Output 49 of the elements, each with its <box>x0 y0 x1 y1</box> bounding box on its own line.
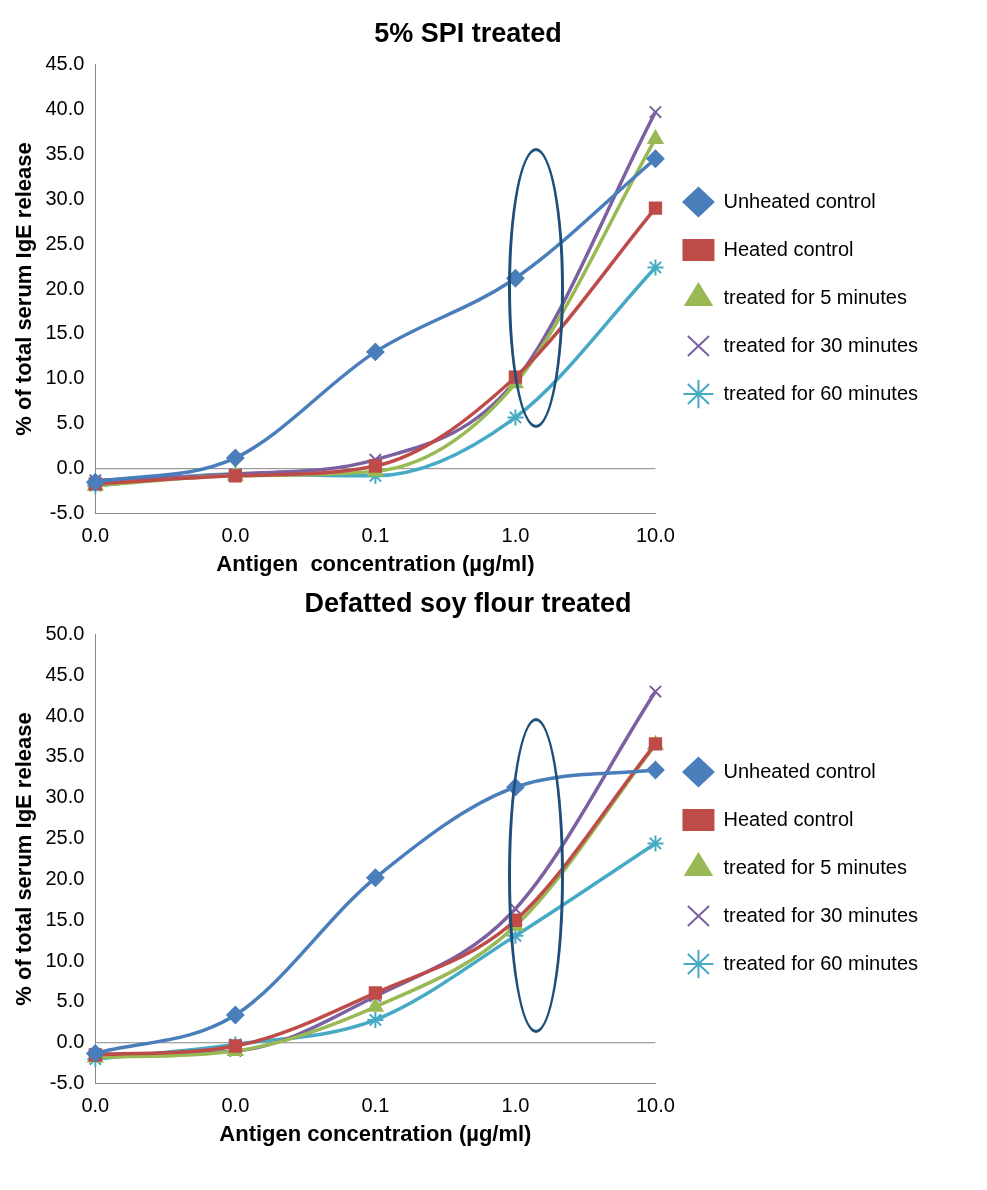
legend-label: treated for 5 minutes <box>723 285 907 308</box>
x-tick-label: 10.0 <box>635 524 675 547</box>
legend-label: treated for 60 minutes <box>723 951 919 974</box>
y-tick-label: 35.0 <box>45 141 85 164</box>
x-tick-label: 1.0 <box>501 1094 530 1117</box>
y-tick-label: 45.0 <box>45 51 85 74</box>
y-tick-label: 30.0 <box>45 785 85 808</box>
y-tick-label: 20.0 <box>45 866 85 889</box>
y-tick-label: 5.0 <box>56 411 85 434</box>
x-tick-label: 1.0 <box>501 524 530 547</box>
y-tick-label: 15.0 <box>45 907 85 930</box>
y-tick-label: 10.0 <box>45 366 85 389</box>
y-tick-label: 35.0 <box>45 744 85 767</box>
x-tick-label: 0.0 <box>221 1094 250 1117</box>
y-tick-label: 20.0 <box>45 276 85 299</box>
x-tick-label: 0.0 <box>221 524 250 547</box>
y-tick-label: 40.0 <box>45 703 85 726</box>
y-tick-label: 50.0 <box>45 621 85 644</box>
legend-label: Unheated control <box>723 189 876 212</box>
y-tick-label: 30.0 <box>45 186 85 209</box>
x-axis-title: Antigen concentration (µg/ml) <box>216 550 535 576</box>
legend-label: Unheated control <box>723 759 876 782</box>
y-tick-label: 25.0 <box>45 826 85 849</box>
y-tick-label: 15.0 <box>45 321 85 344</box>
legend-label: treated for 30 minutes <box>723 903 919 926</box>
chart-title: 5% SPI treated <box>374 17 562 48</box>
x-tick-label: 0.1 <box>361 1094 390 1117</box>
legend-label: Heated control <box>723 237 854 260</box>
x-tick-label: 0.0 <box>81 1094 110 1117</box>
y-tick-label: 0.0 <box>56 456 85 479</box>
y-tick-label: 25.0 <box>45 231 85 254</box>
legend-label: Heated control <box>723 807 854 830</box>
y-tick-label: 45.0 <box>45 662 85 685</box>
y-axis-title: % of total serum IgE release <box>11 712 37 1006</box>
x-tick-label: 0.1 <box>361 524 390 547</box>
legend-label: treated for 5 minutes <box>723 855 907 878</box>
x-axis-title: Antigen concentration (µg/ml) <box>219 1120 532 1146</box>
y-tick-label: 0.0 <box>56 1030 85 1053</box>
y-tick-label: 5.0 <box>56 989 85 1012</box>
legend-label: treated for 60 minutes <box>723 381 919 404</box>
chart-title: Defatted soy flour treated <box>304 587 632 618</box>
x-tick-label: 10.0 <box>635 1094 675 1117</box>
x-tick-label: 0.0 <box>81 524 110 547</box>
y-tick-label: -5.0 <box>49 501 85 524</box>
y-tick-label: -5.0 <box>49 1071 85 1094</box>
y-tick-label: 10.0 <box>45 948 85 971</box>
legend-label: treated for 30 minutes <box>723 333 919 356</box>
y-tick-label: 40.0 <box>45 96 85 119</box>
y-axis-title: % of total serum IgE release <box>11 142 37 436</box>
